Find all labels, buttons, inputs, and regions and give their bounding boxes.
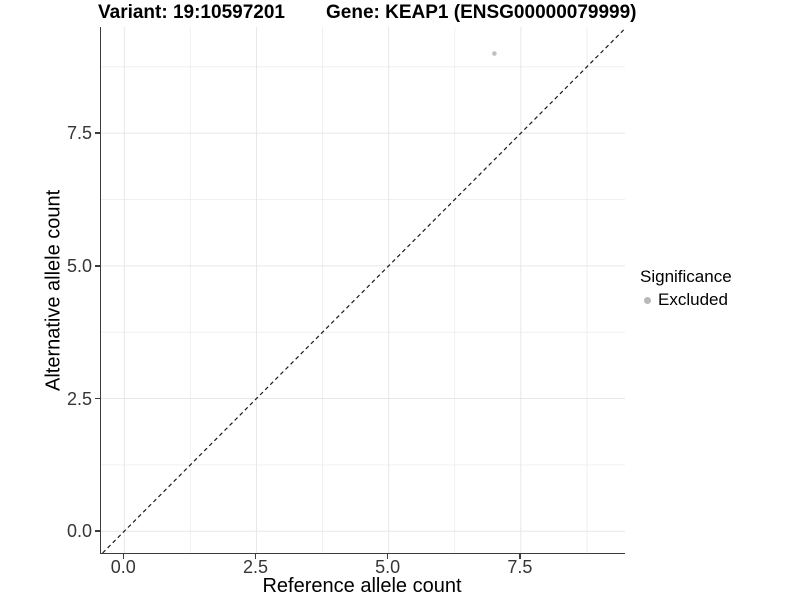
x-axis-tick-label: 5.0 <box>375 557 401 577</box>
legend-item: Excluded <box>640 290 732 310</box>
x-axis-tick-label: 2.5 <box>242 557 268 577</box>
y-axis-tick-label: 2.5 <box>66 388 92 409</box>
legend-title: Significance <box>640 267 732 286</box>
legend-point-icon <box>644 296 651 304</box>
y-axis-tick-label: 0.0 <box>66 521 92 542</box>
y-axis-tick-label: 5.0 <box>66 255 92 276</box>
legend: Significance Excluded <box>640 266 732 310</box>
y-axis-tick <box>95 397 100 400</box>
y-axis-tick-label: 7.5 <box>66 123 92 144</box>
x-axis-tick <box>122 554 124 559</box>
plot-canvas <box>101 27 625 553</box>
x-axis-tick <box>519 554 521 559</box>
legend-items: Excluded <box>640 290 732 310</box>
legend-item-label: Excluded <box>658 290 728 309</box>
x-axis-tick-label: 0.0 <box>110 557 136 577</box>
y-axis-label: Alternative allele count <box>42 189 65 391</box>
data-point <box>492 51 497 56</box>
x-axis-tick <box>386 554 389 559</box>
x-axis-label: Reference allele count <box>262 575 462 597</box>
x-axis-tick <box>254 554 257 559</box>
y-axis-tick <box>95 530 100 532</box>
variant-title: Variant: 19:10597201 <box>98 2 285 23</box>
plot-panel <box>100 27 625 554</box>
identity-dashed-line <box>102 28 625 553</box>
x-axis-tick-label: 7.5 <box>507 557 533 577</box>
y-axis-tick <box>95 265 100 267</box>
gene-title: Gene: KEAP1 (ENSG00000079999) <box>326 2 637 23</box>
y-axis-tick <box>95 132 100 134</box>
